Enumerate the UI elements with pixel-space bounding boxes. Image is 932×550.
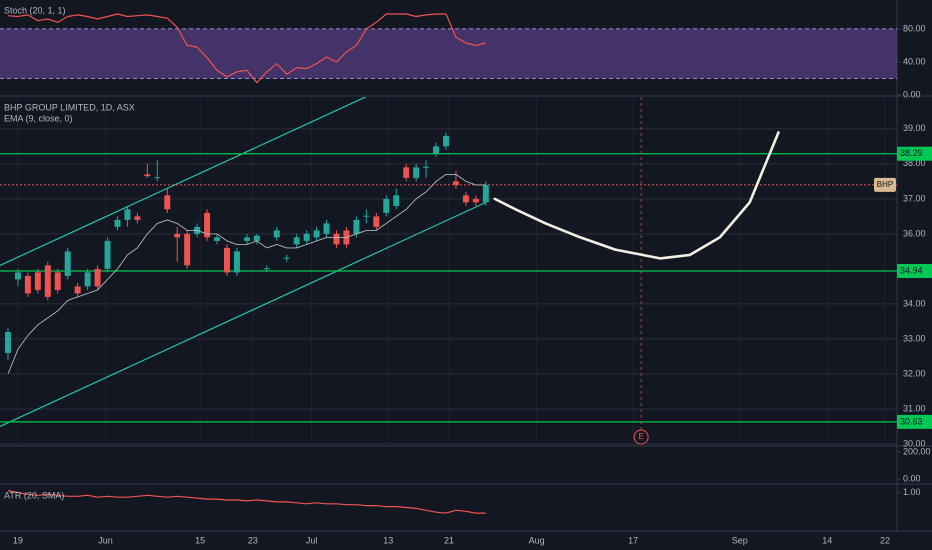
candle-body xyxy=(383,198,390,213)
candle-body xyxy=(403,167,410,178)
y-tick-label: 36.00 xyxy=(903,228,926,238)
y-tick-label: 38.00 xyxy=(903,158,926,168)
candle-body xyxy=(84,272,91,287)
plot-layer: 80.00 40.00 0.00 39.00 38.00 37.00 36.00 34.00 3… xyxy=(0,13,932,545)
price-plot xyxy=(0,97,897,429)
candle-body xyxy=(482,184,489,203)
candle-body xyxy=(174,233,181,238)
y-tick-label: 1.00 xyxy=(903,487,921,497)
candle-body xyxy=(24,275,31,294)
candle-body xyxy=(243,237,250,241)
candle-body xyxy=(64,251,71,276)
x-tick-label: Aug xyxy=(529,535,545,545)
y-tick-label: 39.00 xyxy=(903,123,926,133)
candle-body xyxy=(214,237,221,241)
candle-body xyxy=(263,268,270,270)
candle-body xyxy=(283,257,290,259)
candle-body xyxy=(472,198,479,203)
series-line xyxy=(7,13,486,84)
candle-body xyxy=(34,272,41,290)
level-label: 30.63 xyxy=(900,416,923,426)
ema-title: EMA (9, close, 0) xyxy=(4,113,73,123)
symbol-title: BHP GROUP LIMITED, 1D, ASX xyxy=(4,102,135,112)
candle-body xyxy=(433,146,440,154)
candle-body xyxy=(462,195,469,203)
y-tick-label: 200.00 xyxy=(903,446,931,456)
y-tick-label: 34.00 xyxy=(903,298,926,308)
x-tick-label: 15 xyxy=(195,535,205,545)
x-tick-label: Jun xyxy=(98,535,113,545)
candle-body xyxy=(74,286,81,294)
candle-body xyxy=(413,167,420,178)
y-tick-label: 0.00 xyxy=(903,473,921,483)
candle-body xyxy=(104,240,111,269)
level-label-box xyxy=(897,146,932,161)
projection-path xyxy=(493,131,780,260)
candle-body xyxy=(452,181,459,185)
candle-body xyxy=(44,265,51,297)
x-tick-label: 13 xyxy=(383,535,393,545)
y-tick-label: 80.00 xyxy=(903,23,926,33)
atr-title: ATR (20, SMA) xyxy=(4,490,64,500)
channel-line xyxy=(0,201,487,427)
y-tick-label: 32.00 xyxy=(903,368,926,378)
candle-body xyxy=(233,251,240,273)
stoch-title: Stoch (20, 1, 1) xyxy=(4,5,66,15)
y-tick-label: 33.00 xyxy=(903,333,926,343)
candle-body xyxy=(313,230,320,238)
x-tick-label: 19 xyxy=(13,535,23,545)
candle-body xyxy=(333,233,340,245)
level-label-box xyxy=(897,264,932,278)
candle-body xyxy=(184,233,191,266)
last-price-name: BHP xyxy=(877,180,893,189)
candle-body xyxy=(4,331,11,353)
candle-body xyxy=(253,235,260,241)
candle-body xyxy=(144,174,151,177)
candle-body xyxy=(373,216,380,227)
event-marker xyxy=(633,429,649,445)
y-tick-label: 30.00 xyxy=(903,438,926,448)
candle-body xyxy=(353,219,360,234)
candle-body xyxy=(124,209,131,220)
x-tick-label: 17 xyxy=(628,535,638,545)
y-tick-label: 37.00 xyxy=(903,193,926,203)
y-tick-label: 0.00 xyxy=(903,89,921,99)
candle-body xyxy=(273,230,280,238)
level-label: 38.29 xyxy=(900,148,923,158)
x-tick-label: 21 xyxy=(444,535,454,545)
level-label: 34.94 xyxy=(900,265,923,275)
y-tick-label: 40.00 xyxy=(903,56,926,66)
y-tick-label: 31.00 xyxy=(903,403,926,413)
candle-body xyxy=(134,216,141,220)
candle-body xyxy=(14,272,21,280)
x-tick-label: 14 xyxy=(822,535,832,545)
candle-body xyxy=(224,247,230,273)
candle-body xyxy=(443,135,449,147)
level-label-box xyxy=(897,414,932,429)
x-tick-label: Jul xyxy=(306,535,318,545)
candle-body xyxy=(154,177,161,179)
last-price-box xyxy=(874,177,896,192)
x-tick-label: Sep xyxy=(732,535,748,545)
event-label: E xyxy=(638,432,643,441)
channel-line xyxy=(0,97,367,266)
candle-body xyxy=(94,268,101,287)
x-tick-label: 22 xyxy=(880,535,890,545)
candle-body xyxy=(423,166,430,168)
candle-body xyxy=(164,195,171,210)
ema-line xyxy=(7,173,486,375)
candle-body xyxy=(303,233,310,241)
x-tick-label: 23 xyxy=(248,535,258,545)
band xyxy=(0,28,897,79)
candle-body xyxy=(114,219,121,227)
candle-body xyxy=(54,272,61,290)
candle-body xyxy=(363,215,370,217)
series-line xyxy=(7,490,486,514)
candle-body xyxy=(323,223,330,234)
candle-body xyxy=(393,195,400,206)
candle-body xyxy=(293,237,300,245)
candle-body xyxy=(204,212,211,238)
